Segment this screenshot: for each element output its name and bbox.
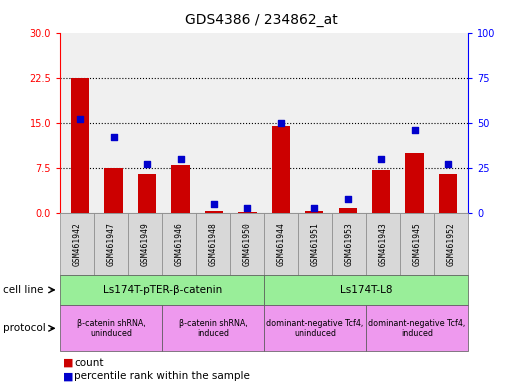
Text: GSM461951: GSM461951 [311, 222, 320, 266]
Point [277, 120, 285, 126]
Bar [172, 165, 190, 213]
Text: GSM461943: GSM461943 [379, 222, 388, 266]
Point [344, 195, 352, 202]
Text: GSM461945: GSM461945 [413, 222, 422, 266]
Text: ■: ■ [63, 371, 73, 381]
Bar [205, 211, 223, 213]
Bar [305, 211, 323, 213]
Text: Ls174T-L8: Ls174T-L8 [340, 285, 392, 295]
Text: GSM461947: GSM461947 [107, 222, 116, 266]
Bar [372, 170, 390, 213]
Text: percentile rank within the sample: percentile rank within the sample [74, 371, 250, 381]
Bar [105, 168, 123, 213]
Bar [338, 208, 357, 213]
Text: protocol: protocol [3, 323, 46, 333]
Text: GDS4386 / 234862_at: GDS4386 / 234862_at [185, 13, 338, 27]
Point [310, 205, 319, 211]
Text: GSM461950: GSM461950 [243, 222, 252, 266]
Bar [439, 174, 457, 213]
Bar [138, 174, 156, 213]
Text: β-catenin shRNA,
uninduced: β-catenin shRNA, uninduced [77, 319, 145, 338]
Point [444, 161, 452, 167]
Text: Ls174T-pTER-β-catenin: Ls174T-pTER-β-catenin [103, 285, 222, 295]
Text: cell line: cell line [3, 285, 43, 295]
Point [176, 156, 185, 162]
Text: GSM461948: GSM461948 [209, 222, 218, 266]
Point [210, 201, 218, 207]
Text: count: count [74, 358, 104, 368]
Point [76, 116, 84, 122]
Text: GSM461949: GSM461949 [141, 222, 150, 266]
Text: dominant-negative Tcf4,
induced: dominant-negative Tcf4, induced [369, 319, 465, 338]
Text: GSM461953: GSM461953 [345, 222, 354, 266]
Text: ■: ■ [63, 358, 73, 368]
Bar [238, 212, 257, 213]
Point [143, 161, 151, 167]
Text: β-catenin shRNA,
induced: β-catenin shRNA, induced [179, 319, 247, 338]
Text: GSM461942: GSM461942 [73, 222, 82, 266]
Text: dominant-negative Tcf4,
uninduced: dominant-negative Tcf4, uninduced [267, 319, 363, 338]
Text: GSM461944: GSM461944 [277, 222, 286, 266]
Point [411, 127, 419, 133]
Point [109, 134, 118, 141]
Point [243, 205, 252, 211]
Text: GSM461946: GSM461946 [175, 222, 184, 266]
Bar [405, 153, 424, 213]
Point [377, 156, 385, 162]
Bar [71, 78, 89, 213]
Text: GSM461952: GSM461952 [447, 222, 456, 266]
Bar [271, 126, 290, 213]
